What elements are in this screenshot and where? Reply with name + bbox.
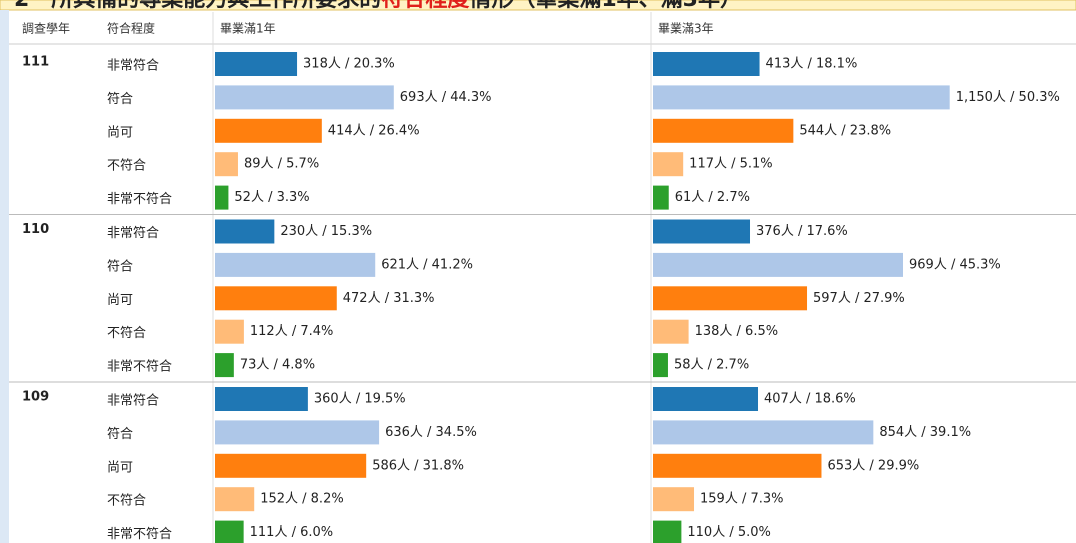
bar <box>215 152 238 177</box>
bar <box>215 353 234 378</box>
column-header: 畢業滿3年 <box>658 22 714 36</box>
bar-label: 360人 / 19.5% <box>314 392 406 407</box>
bar-label: 112人 / 7.4% <box>250 324 334 339</box>
bar <box>653 286 808 311</box>
column-header: 調查學年 <box>22 22 70 36</box>
bar-label: 413人 / 18.1% <box>766 57 858 72</box>
bar-label: 117人 / 5.1% <box>689 157 773 172</box>
bar-label: 407人 / 18.6% <box>764 392 856 407</box>
year-label: 111 <box>22 55 49 70</box>
bar-label: 58人 / 2.7% <box>674 358 749 373</box>
bar-label: 138人 / 6.5% <box>695 324 779 339</box>
bar-label: 597人 / 27.9% <box>813 291 905 306</box>
bar <box>653 453 822 478</box>
level-label: 不符合 <box>107 493 146 509</box>
bar <box>653 319 689 344</box>
bar <box>653 353 668 378</box>
bar <box>653 487 695 512</box>
bar <box>215 185 229 210</box>
bar-label: 621人 / 41.2% <box>381 257 473 272</box>
bar-label: 653人 / 29.9% <box>827 458 919 473</box>
column-header: 畢業滿1年 <box>220 22 276 36</box>
level-label: 尚可 <box>107 125 133 140</box>
bar-label: 586人 / 31.8% <box>372 458 464 473</box>
bar <box>653 118 794 143</box>
level-label: 非常符合 <box>107 393 159 409</box>
bar-label: 52人 / 3.3% <box>234 190 309 205</box>
bar-label: 73人 / 4.8% <box>240 358 315 373</box>
bar <box>653 252 904 277</box>
bar-label: 152人 / 8.2% <box>260 492 344 507</box>
bar <box>215 520 244 543</box>
bar <box>653 420 874 445</box>
title: 2 所具備的專業能力與工作所要求的符合程度情形（畢業滿1年、滿3年） <box>14 0 742 12</box>
bar-label: 414人 / 26.4% <box>328 123 420 138</box>
level-label: 符合 <box>107 426 133 442</box>
bar <box>215 118 322 143</box>
level-label: 尚可 <box>107 460 133 475</box>
year-label: 110 <box>22 222 49 237</box>
bar <box>215 420 380 445</box>
level-label: 非常符合 <box>107 58 159 74</box>
level-label: 非常符合 <box>107 225 159 241</box>
bar-label: 111人 / 6.0% <box>250 525 334 540</box>
bar-label: 693人 / 44.3% <box>400 90 492 105</box>
bar-label: 969人 / 45.3% <box>909 257 1001 272</box>
bar <box>653 85 950 110</box>
level-label: 符合 <box>107 258 133 274</box>
bar <box>215 487 255 512</box>
level-label: 不符合 <box>107 158 146 174</box>
title-highlight: 符合程度 <box>381 0 470 12</box>
bar-label: 110人 / 5.0% <box>687 525 771 540</box>
level-label: 符合 <box>107 91 133 107</box>
side-strip <box>0 10 9 543</box>
bar <box>215 85 394 110</box>
title-suffix: 情形（畢業滿1年、滿3年） <box>469 0 742 12</box>
bar <box>215 286 337 311</box>
level-label: 不符合 <box>107 325 146 341</box>
bar-label: 318人 / 20.3% <box>303 57 395 72</box>
bar <box>653 219 751 244</box>
bar-label: 376人 / 17.6% <box>756 224 848 239</box>
bar <box>215 453 367 478</box>
bar-label: 230人 / 15.3% <box>280 224 372 239</box>
bar-label: 159人 / 7.3% <box>700 492 784 507</box>
level-label: 非常不符合 <box>107 526 172 542</box>
bar <box>653 520 682 543</box>
bar-label: 636人 / 34.5% <box>385 425 477 440</box>
bar-label: 472人 / 31.3% <box>343 291 435 306</box>
bar <box>215 319 244 344</box>
bar <box>215 219 275 244</box>
title-prefix: 2 所具備的專業能力與工作所要求的 <box>14 0 381 12</box>
bar-label: 854人 / 39.1% <box>879 425 971 440</box>
bar <box>215 387 308 411</box>
level-label: 非常不符合 <box>107 191 172 207</box>
bar-label: 61人 / 2.7% <box>675 190 750 205</box>
bar <box>653 387 759 411</box>
bar-label: 544人 / 23.8% <box>799 123 891 138</box>
bar <box>215 252 376 277</box>
title-banner <box>0 0 1076 11</box>
level-label: 尚可 <box>107 293 133 308</box>
bar <box>215 52 298 76</box>
bar <box>653 185 669 210</box>
bar-label: 89人 / 5.7% <box>244 157 319 172</box>
bar <box>653 152 684 177</box>
level-label: 非常不符合 <box>107 359 172 375</box>
bar-label: 1,150人 / 50.3% <box>956 90 1060 105</box>
bar <box>653 52 760 76</box>
year-label: 109 <box>22 390 49 405</box>
column-header: 符合程度 <box>107 21 155 36</box>
